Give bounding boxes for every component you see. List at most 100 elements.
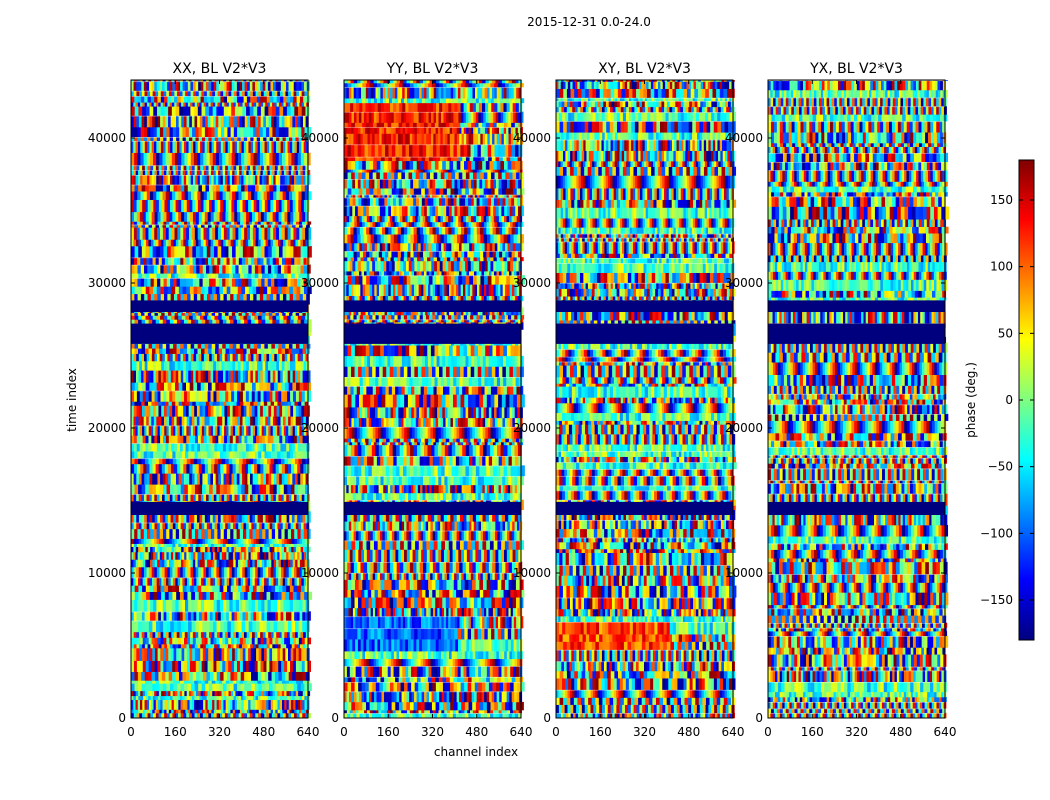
colorbar-segment xyxy=(1019,586,1034,589)
colorbar-segment xyxy=(1019,314,1034,317)
colorbar-segment xyxy=(1019,234,1034,237)
colorbar-segment xyxy=(1019,540,1034,543)
colorbar-segment xyxy=(1019,318,1034,321)
x-tick-label: 0 xyxy=(764,725,772,739)
colorbar-segment xyxy=(1019,332,1034,335)
colorbar-segment xyxy=(1019,556,1034,559)
panel-title: XY, BL V2*V3 xyxy=(598,61,691,77)
colorbar-tick-label: 0 xyxy=(1005,393,1013,407)
colorbar-segment xyxy=(1019,246,1034,249)
colorbar-segment xyxy=(1019,300,1034,303)
colorbar-tick-label: 50 xyxy=(998,326,1013,340)
colorbar-segment xyxy=(1019,270,1034,273)
colorbar-label: phase (deg.) xyxy=(964,362,978,438)
colorbar-segment xyxy=(1019,386,1034,389)
colorbar-segment xyxy=(1019,548,1034,551)
colorbar-segment xyxy=(1019,160,1034,163)
y-tick-label: 0 xyxy=(118,711,126,725)
x-axis-label: channel index xyxy=(434,745,518,759)
colorbar-segment xyxy=(1019,464,1034,467)
colorbar-segment xyxy=(1019,354,1034,357)
colorbar-segment xyxy=(1019,472,1034,475)
colorbar-segment xyxy=(1019,552,1034,555)
colorbar-segment xyxy=(1019,310,1034,313)
colorbar-segment xyxy=(1019,578,1034,581)
colorbar-segment xyxy=(1019,632,1034,635)
y-tick-label: 0 xyxy=(543,711,551,725)
colorbar-segment xyxy=(1019,296,1034,299)
panel-title: XX, BL V2*V3 xyxy=(173,61,267,77)
colorbar-segment xyxy=(1019,388,1034,391)
flagged-band xyxy=(768,300,945,312)
colorbar-segment xyxy=(1019,286,1034,289)
y-tick-label: 0 xyxy=(331,711,339,725)
x-tick-label: 480 xyxy=(677,725,700,739)
y-tick-label: 10000 xyxy=(88,566,126,580)
colorbar-segment xyxy=(1019,426,1034,429)
colorbar-segment xyxy=(1019,252,1034,255)
colorbar-segment xyxy=(1019,608,1034,611)
x-tick-label: 640 xyxy=(722,725,745,739)
colorbar-segment xyxy=(1019,440,1034,443)
colorbar-segment xyxy=(1019,488,1034,491)
colorbar-segment xyxy=(1019,264,1034,267)
y-tick-label: 10000 xyxy=(725,566,763,580)
colorbar-segment xyxy=(1019,590,1034,593)
flagged-band xyxy=(556,501,733,515)
y-axis-label: time index xyxy=(65,368,79,432)
colorbar-segment xyxy=(1019,214,1034,217)
colorbar-segment xyxy=(1019,362,1034,365)
colorbar-segment xyxy=(1019,420,1034,423)
y-tick-label: 30000 xyxy=(301,276,339,290)
colorbar-segment xyxy=(1019,466,1034,469)
colorbar-segment xyxy=(1019,570,1034,573)
colorbar-segment xyxy=(1019,604,1034,607)
colorbar-segment xyxy=(1019,504,1034,507)
colorbar-segment xyxy=(1019,470,1034,473)
x-tick-label: 160 xyxy=(377,725,400,739)
colorbar-segment xyxy=(1019,598,1034,601)
colorbar-segment xyxy=(1019,446,1034,449)
colorbar-segment xyxy=(1019,450,1034,453)
colorbar-segment xyxy=(1019,542,1034,545)
colorbar-segment xyxy=(1019,326,1034,329)
colorbar-segment xyxy=(1019,356,1034,359)
colorbar-segment xyxy=(1019,478,1034,481)
colorbar-segment xyxy=(1019,206,1034,209)
colorbar-segment xyxy=(1019,550,1034,553)
colorbar-segment xyxy=(1019,294,1034,297)
colorbar-segment xyxy=(1019,204,1034,207)
y-tick-label: 10000 xyxy=(513,566,551,580)
colorbar-segment xyxy=(1019,518,1034,521)
colorbar-segment xyxy=(1019,174,1034,177)
colorbar-segment xyxy=(1019,442,1034,445)
colorbar-segment xyxy=(1019,336,1034,339)
colorbar-segment xyxy=(1019,282,1034,285)
colorbar-segment xyxy=(1019,306,1034,309)
colorbar-segment xyxy=(1019,592,1034,595)
colorbar-segment xyxy=(1019,610,1034,613)
colorbar-segment xyxy=(1019,202,1034,205)
colorbar-segment xyxy=(1019,620,1034,623)
colorbar-segment xyxy=(1019,616,1034,619)
colorbar-segment xyxy=(1019,498,1034,501)
colorbar-segment xyxy=(1019,502,1034,505)
x-tick-label: 320 xyxy=(633,725,656,739)
colorbar-segment xyxy=(1019,576,1034,579)
colorbar-segment xyxy=(1019,582,1034,585)
colorbar-segment xyxy=(1019,236,1034,239)
heatmap-image xyxy=(344,80,526,719)
colorbar-segment xyxy=(1019,272,1034,275)
y-tick-label: 20000 xyxy=(88,421,126,435)
colorbar-segment xyxy=(1019,432,1034,435)
colorbar-segment xyxy=(1019,482,1034,485)
colorbar-segment xyxy=(1019,634,1034,637)
colorbar-segment xyxy=(1019,438,1034,441)
colorbar-segment xyxy=(1019,380,1034,383)
colorbar-segment xyxy=(1019,448,1034,451)
colorbar-segment xyxy=(1019,280,1034,283)
x-tick-label: 640 xyxy=(510,725,533,739)
colorbar-segment xyxy=(1019,606,1034,609)
colorbar-segment xyxy=(1019,554,1034,557)
colorbar-segment xyxy=(1019,510,1034,513)
